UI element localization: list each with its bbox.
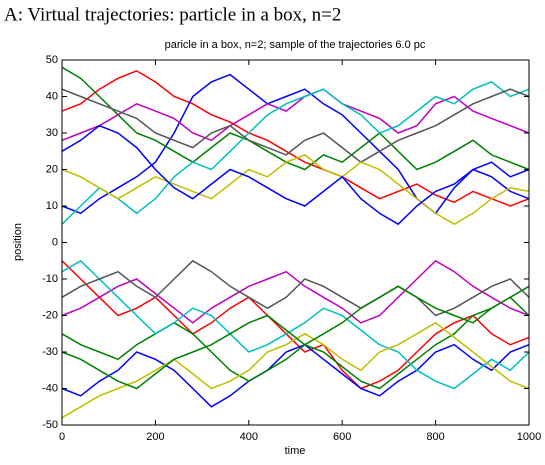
x-tick-label: 1000 — [517, 431, 541, 443]
trajectory — [61, 343, 530, 408]
y-tick-label: 10 — [46, 200, 58, 212]
y-tick-label: 20 — [46, 163, 58, 175]
trajectory — [61, 259, 530, 390]
y-tick-label: -20 — [42, 309, 58, 321]
y-axis-label: position — [12, 223, 24, 261]
trajectory — [61, 70, 530, 207]
y-tick-label: 50 — [46, 54, 58, 66]
x-axis-label: time — [285, 445, 306, 457]
trajectory — [61, 260, 530, 390]
trajectory — [61, 81, 530, 225]
trajectory — [61, 88, 530, 142]
trajectory — [61, 321, 530, 419]
x-tick-label: 200 — [146, 431, 164, 443]
x-tick-label: 600 — [333, 431, 351, 443]
x-tick-label: 400 — [240, 431, 258, 443]
y-tick-label: -10 — [42, 273, 58, 285]
y-tick-label: 30 — [46, 127, 58, 139]
trajectory — [61, 285, 530, 390]
x-tick-label: 800 — [426, 431, 444, 443]
trajectory — [61, 66, 530, 171]
trajectory — [61, 259, 530, 317]
y-tick-label: 0 — [52, 236, 58, 248]
y-tick-label: -50 — [42, 419, 58, 431]
trajectory — [61, 259, 530, 324]
plot-frame — [61, 59, 530, 426]
figure-heading: A: Virtual trajectories: particle in a b… — [4, 4, 341, 25]
y-tick-label: -30 — [42, 346, 58, 358]
x-tick-label: 0 — [59, 431, 65, 443]
trajectory — [61, 154, 530, 226]
y-tick-label: -40 — [42, 382, 58, 394]
chart-title: paricle in a box, n=2; sample of the tra… — [165, 39, 426, 51]
trajectory — [61, 73, 530, 215]
y-tick-label: 40 — [46, 90, 58, 102]
trajectory — [61, 88, 530, 164]
trajectory — [61, 124, 530, 226]
